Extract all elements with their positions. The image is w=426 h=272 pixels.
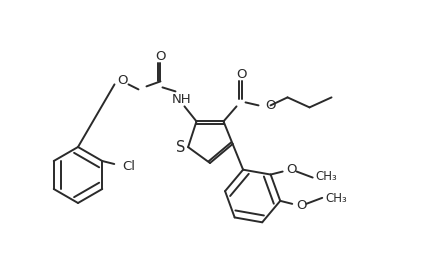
Text: NH: NH: [172, 93, 191, 106]
Text: Cl: Cl: [122, 159, 135, 172]
Text: S: S: [176, 140, 186, 154]
Text: O: O: [155, 50, 166, 63]
Text: O: O: [286, 163, 297, 176]
Text: O: O: [236, 68, 247, 81]
Text: O: O: [265, 99, 276, 112]
Text: O: O: [117, 74, 128, 87]
Text: CH₃: CH₃: [316, 170, 337, 183]
Text: CH₃: CH₃: [325, 192, 347, 205]
Text: O: O: [296, 199, 306, 212]
